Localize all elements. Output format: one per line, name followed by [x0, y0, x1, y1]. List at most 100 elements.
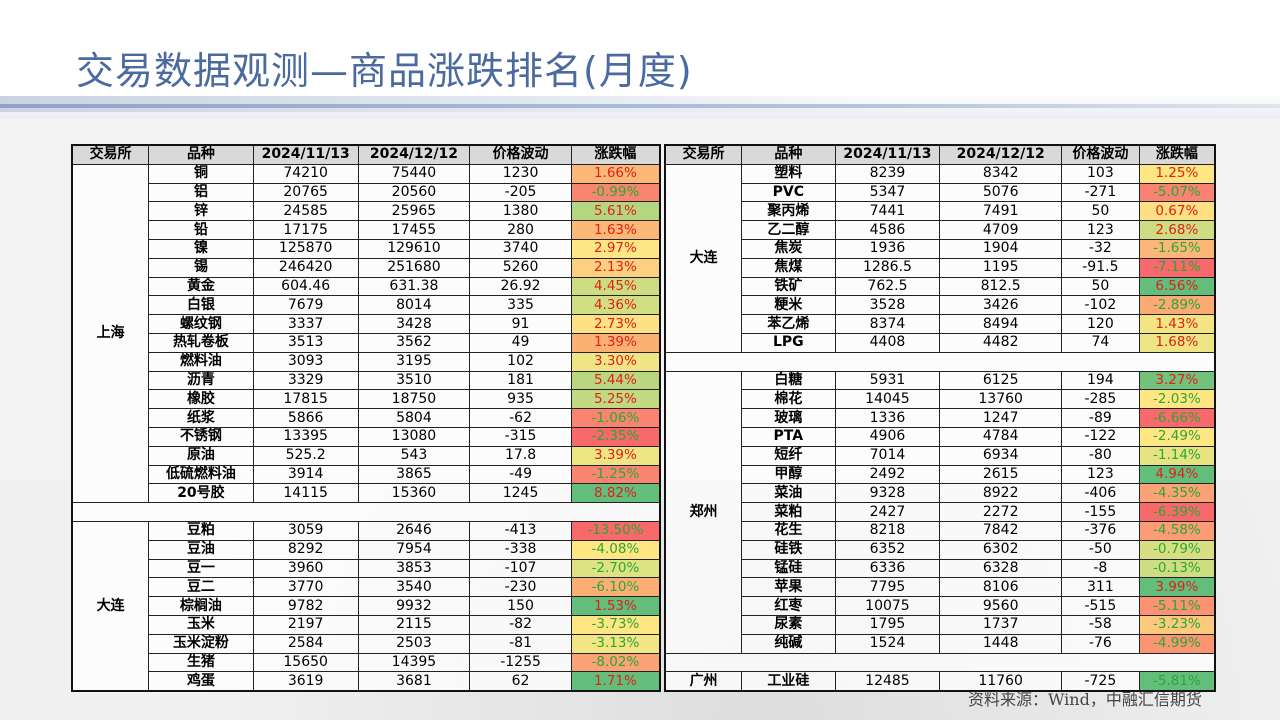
change-percent: 4.45%: [570, 276, 661, 297]
table-row: 尿素 1795 1737 -58 -3.23%: [665, 614, 1216, 635]
change-percent: 1.39%: [570, 332, 661, 353]
price-change: 62: [469, 671, 572, 692]
price-end: 8494: [939, 314, 1062, 334]
price-end: 7842: [939, 520, 1062, 541]
price-start: 2197: [252, 614, 359, 635]
table-row: 玉米淀粉 2584 2503 -81 -3.13%: [72, 633, 661, 654]
table-row: 白银 7679 8014 335 4.36%: [72, 295, 661, 316]
price-start: 7679: [252, 295, 359, 316]
price-end: 18750: [357, 389, 471, 410]
price-change: 1245: [469, 483, 572, 504]
price-start: 1795: [834, 614, 941, 635]
price-change: 17.8: [469, 445, 572, 466]
price-change: -406: [1060, 483, 1140, 504]
column-header: 品种: [741, 144, 836, 165]
price-end: 2646: [357, 520, 471, 541]
price-change: 74: [1060, 332, 1140, 353]
price-start: 12485: [834, 671, 941, 692]
price-start: 20765: [252, 182, 359, 203]
commodity-name: PVC: [741, 182, 836, 203]
change-percent: -5.81%: [1138, 671, 1216, 692]
exchange-cell: 大连: [71, 520, 150, 692]
price-start: 1936: [834, 238, 941, 259]
price-start: 604.46: [252, 276, 359, 297]
price-change: -49: [469, 464, 572, 485]
price-end: 3426: [939, 295, 1062, 316]
price-start: 14115: [252, 483, 359, 504]
price-end: 13760: [939, 389, 1062, 410]
table-row: PVC 5347 5076 -271 -5.07%: [665, 182, 1216, 203]
price-change: -91.5: [1060, 257, 1140, 278]
commodity-name: 豆油: [148, 539, 254, 560]
price-end: 6302: [939, 539, 1062, 560]
price-start: 4586: [834, 220, 941, 240]
change-percent: 2.68%: [1138, 220, 1216, 240]
commodity-name: 铅: [148, 220, 254, 240]
price-end: 4709: [939, 220, 1062, 240]
table-row: 豆二 3770 3540 -230 -6.10%: [72, 577, 661, 598]
price-end: 8014: [357, 295, 471, 316]
commodity-name: 铁矿: [741, 276, 836, 297]
price-start: 6352: [834, 539, 941, 560]
commodity-name: 原油: [148, 445, 254, 466]
price-start: 9782: [252, 596, 359, 616]
price-start: 17175: [252, 220, 359, 240]
price-change: 935: [469, 389, 572, 410]
table-row: 玉米 2197 2115 -82 -3.73%: [72, 614, 661, 635]
price-start: 7014: [834, 445, 941, 466]
price-end: 17455: [357, 220, 471, 240]
price-end: 25965: [357, 201, 471, 222]
table-row: 热轧卷板 3513 3562 49 1.39%: [72, 332, 661, 353]
price-end: 6934: [939, 445, 1062, 466]
exchange-cell: 大连: [664, 163, 743, 353]
price-start: 1286.5: [834, 257, 941, 278]
table-row: PTA 4906 4784 -122 -2.49%: [665, 426, 1216, 447]
column-header: 交易所: [664, 144, 743, 165]
price-end: 2503: [357, 633, 471, 654]
commodity-name: 焦煤: [741, 257, 836, 278]
price-end: 75440: [357, 163, 471, 184]
change-percent: -4.58%: [1138, 520, 1216, 541]
price-change: 150: [469, 596, 572, 616]
price-end: 5076: [939, 182, 1062, 203]
table-row: 硅铁 6352 6302 -50 -0.79%: [665, 539, 1216, 560]
table-row: 20号胶 14115 15360 1245 8.82%: [72, 483, 661, 504]
price-change: -155: [1060, 502, 1140, 522]
commodity-name: 聚丙烯: [741, 201, 836, 222]
price-start: 17815: [252, 389, 359, 410]
price-change: -205: [469, 182, 572, 203]
table-row: 豆油 8292 7954 -338 -4.08%: [72, 539, 661, 560]
table-row: 橡胶 17815 18750 935 5.25%: [72, 389, 661, 410]
price-start: 3619: [252, 671, 359, 692]
page-title: 交易数据观测—商品涨跌排名(月度): [76, 49, 693, 93]
commodity-name: 鸡蛋: [148, 671, 254, 692]
price-end: 1448: [939, 633, 1062, 654]
price-start: 3513: [252, 332, 359, 353]
price-start: 8292: [252, 539, 359, 560]
header-row: 交易所 品种 2024/11/13 2024/12/12 价格波动 涨跌幅: [71, 144, 661, 165]
change-percent: -5.07%: [1138, 182, 1216, 203]
price-start: 246420: [252, 257, 359, 278]
price-change: 91: [469, 314, 572, 334]
price-start: 3528: [834, 295, 941, 316]
table-row: 螺纹钢 3337 3428 91 2.73%: [72, 314, 661, 334]
change-percent: 1.63%: [570, 220, 661, 240]
table-row: 短纤 7014 6934 -80 -1.14%: [665, 445, 1216, 466]
price-end: 5804: [357, 408, 471, 428]
price-change: -315: [469, 426, 572, 447]
commodity-name: 锰硅: [741, 558, 836, 579]
change-percent: -0.79%: [1138, 539, 1216, 560]
table-row: 铝 20765 20560 -205 -0.99%: [72, 182, 661, 203]
change-percent: 8.82%: [570, 483, 661, 504]
column-header: 涨跌幅: [1138, 144, 1216, 165]
price-end: 14395: [357, 652, 471, 673]
change-percent: -1.25%: [570, 464, 661, 485]
price-change: 3740: [469, 238, 572, 259]
price-change: -62: [469, 408, 572, 428]
change-percent: -2.49%: [1138, 426, 1216, 447]
price-change: 50: [1060, 276, 1140, 297]
table-row: 镍 125870 129610 3740 2.97%: [72, 238, 661, 259]
change-percent: -1.65%: [1138, 238, 1216, 259]
commodity-name: 硅铁: [741, 539, 836, 560]
change-percent: 2.13%: [570, 257, 661, 278]
